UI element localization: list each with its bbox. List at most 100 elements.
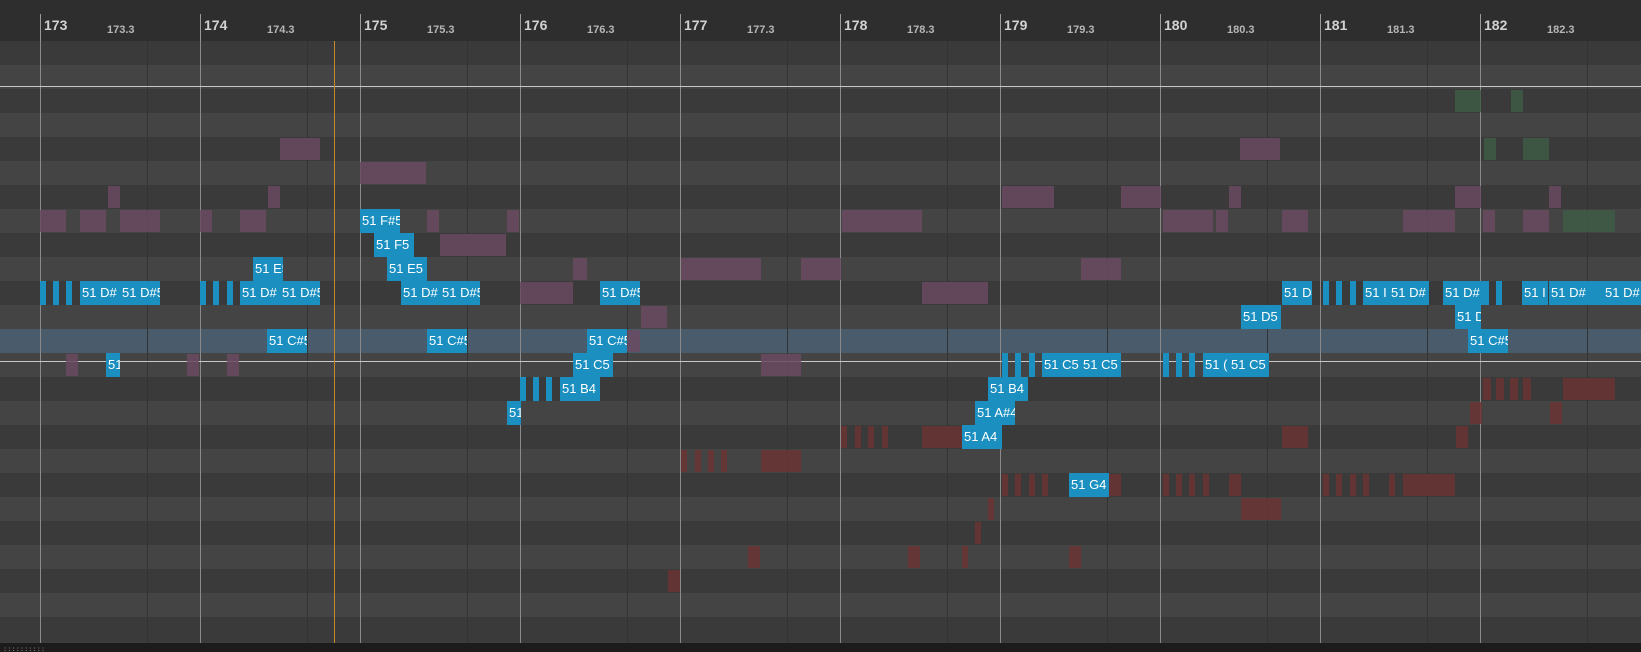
midi-note[interactable] [546,377,552,401]
midi-note[interactable]: 51 C5 [106,353,120,377]
pitch-row[interactable] [0,113,1641,137]
midi-note[interactable]: 51 C#5 [267,329,307,353]
pitch-row[interactable] [0,305,1641,329]
pitch-row[interactable] [0,41,1641,65]
midi-note[interactable]: 51 B4 [560,377,600,401]
note-label: 51 F5 [376,237,410,252]
pitch-row[interactable] [0,449,1641,473]
midi-note[interactable]: 51 D# [1549,281,1605,305]
midi-note[interactable]: 51 D# [1282,281,1312,305]
midi-note[interactable]: 51 C#5 [1468,329,1508,353]
midi-note[interactable]: 51 I [1363,281,1389,305]
midi-note[interactable]: 51 C#5 [587,329,627,353]
midi-note[interactable]: 51 D5 [1455,305,1481,329]
ghost-note [695,450,701,472]
pitch-row[interactable] [0,617,1641,641]
midi-note[interactable]: 51 D#5 [600,281,640,305]
midi-note[interactable]: 51 D5 [1241,305,1281,329]
resize-grip-icon[interactable]: :::::::::: [3,645,46,652]
midi-note[interactable]: 51 I [1522,281,1548,305]
midi-note[interactable]: 51 C5 [573,353,613,377]
midi-note[interactable]: 51 D#5 [280,281,320,305]
midi-note[interactable]: 51 D# [240,281,280,305]
note-grid[interactable]: 51 D# 51 D#5 51 D# 51 D#5 51 C5 51 E5 51 C#5 51… [0,41,1641,643]
midi-note[interactable] [1189,353,1195,377]
midi-note[interactable] [1176,353,1182,377]
midi-note[interactable] [213,281,219,305]
note-label: 51 D# [1551,285,1586,300]
ghost-note [1176,474,1182,496]
midi-note[interactable] [1163,353,1169,377]
midi-note[interactable] [66,281,72,305]
midi-note[interactable] [1015,353,1021,377]
pitch-row[interactable] [0,329,1641,353]
pitch-row[interactable] [0,161,1641,185]
note-label: 51 ( [1205,357,1228,372]
ghost-note [427,210,439,232]
midi-note[interactable]: 51 A#4 [507,401,521,425]
midi-note[interactable]: 51 D# [1603,281,1641,305]
bar-line [1160,41,1161,643]
ghost-note [975,522,981,544]
bar-tick [520,14,521,41]
midi-note[interactable]: 51 E5 [253,257,283,281]
midi-note[interactable]: 51 C#5 [427,329,467,353]
pitch-row[interactable] [0,377,1641,401]
midi-note[interactable] [1496,281,1502,305]
midi-note[interactable]: 51 E5 [387,257,427,281]
midi-note[interactable] [227,281,233,305]
midi-note[interactable] [200,281,206,305]
pitch-row[interactable] [0,353,1641,377]
midi-note[interactable]: 51 D# [80,281,120,305]
pitch-row[interactable] [0,233,1641,257]
midi-note[interactable] [1336,281,1342,305]
midi-note[interactable] [1002,353,1008,377]
pitch-row[interactable] [0,65,1641,89]
midi-note[interactable]: 51 C5 [1042,353,1082,377]
pitch-row[interactable] [0,425,1641,449]
pitch-row[interactable] [0,185,1641,209]
pitch-row[interactable] [0,497,1641,521]
pitch-row[interactable] [0,401,1641,425]
pitch-row[interactable] [0,521,1641,545]
pitch-row[interactable] [0,593,1641,617]
bar-number-label: 176 [524,17,548,33]
midi-note[interactable]: 51 D# [401,281,441,305]
midi-note[interactable]: 51 A4 [962,425,1002,449]
beat-number-label: 180.3 [1227,24,1255,36]
midi-note[interactable] [520,377,526,401]
midi-note[interactable]: 51 D#5 [120,281,160,305]
midi-note[interactable]: 51 G4 [1069,473,1109,497]
midi-note[interactable]: 51 B4 [988,377,1028,401]
midi-note[interactable]: 51 A#4 [975,401,1015,425]
ghost-note [1163,474,1169,496]
note-label: 51 D# [1445,285,1480,300]
ghost-note [668,570,680,592]
midi-note[interactable]: 51 D# [1389,281,1429,305]
midi-note[interactable] [1029,353,1035,377]
ghost-note [507,210,519,232]
pitch-row[interactable] [0,545,1641,569]
timeline-ruler[interactable]: 173 174 175 176 177 178 179 180 181 182 173.3 174.3… [0,0,1641,41]
midi-note[interactable] [1350,281,1356,305]
midi-note[interactable] [1323,281,1329,305]
midi-note[interactable]: 51 ( [1203,353,1233,377]
ghost-note [1002,186,1054,208]
midi-note[interactable]: 51 C5 [1081,353,1121,377]
midi-note[interactable] [1483,281,1489,305]
midi-note[interactable]: 51 F#5 [360,209,400,233]
midi-note[interactable]: 51 D# [1443,281,1483,305]
pitch-row[interactable] [0,137,1641,161]
midi-note[interactable] [533,377,539,401]
pitch-row[interactable] [0,209,1641,233]
playhead-cursor[interactable] [334,41,335,652]
midi-note[interactable] [53,281,59,305]
pitch-row[interactable] [0,89,1641,113]
midi-note[interactable]: 51 F5 [374,233,414,257]
ghost-note [1496,378,1504,400]
midi-note[interactable]: 51 D#5 [440,281,480,305]
pitch-row[interactable] [0,569,1641,593]
midi-note[interactable]: 51 C5 [1229,353,1269,377]
midi-note[interactable] [40,281,46,305]
ghost-note [1483,378,1491,400]
